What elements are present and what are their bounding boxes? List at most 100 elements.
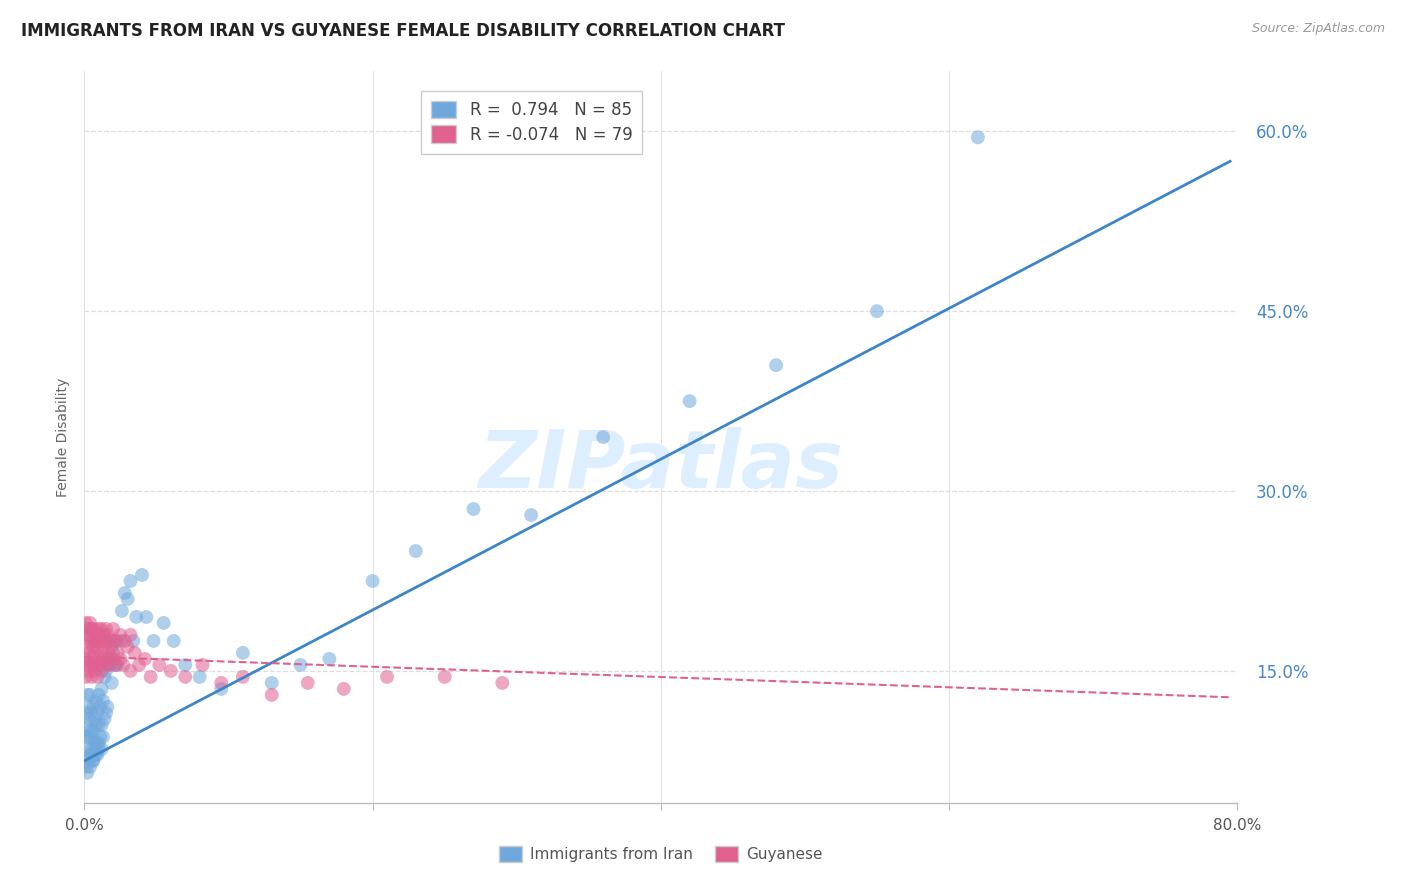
Point: [77, 699, 100, 714]
Point: [433, 670, 456, 684]
Point: [87, 688, 110, 702]
Point: [82, 657, 104, 672]
Point: [75, 760, 97, 774]
Point: [90, 681, 112, 696]
Point: [79, 634, 101, 648]
Point: [83, 664, 105, 678]
Point: [122, 634, 145, 648]
Point: [152, 615, 174, 630]
Point: [87, 718, 110, 732]
Point: [114, 586, 136, 600]
Point: [89, 634, 111, 648]
Point: [75, 670, 97, 684]
Text: Source: ZipAtlas.com: Source: ZipAtlas.com: [1251, 22, 1385, 36]
Legend: Immigrants from Iran, Guyanese: Immigrants from Iran, Guyanese: [494, 840, 828, 868]
Point: [765, 358, 787, 372]
Point: [111, 604, 134, 618]
Point: [290, 657, 312, 672]
Text: IMMIGRANTS FROM IRAN VS GUYANESE FEMALE DISABILITY CORRELATION CHART: IMMIGRANTS FROM IRAN VS GUYANESE FEMALE …: [21, 22, 785, 40]
Point: [86, 736, 108, 750]
Point: [134, 652, 156, 666]
Point: [160, 664, 183, 678]
Point: [75, 615, 97, 630]
Point: [97, 646, 120, 660]
Point: [96, 657, 118, 672]
Point: [83, 747, 105, 762]
Point: [104, 634, 127, 648]
Point: [89, 730, 111, 744]
Point: [142, 634, 165, 648]
Point: [110, 634, 132, 648]
Point: [98, 652, 121, 666]
Point: [76, 765, 98, 780]
Point: [679, 394, 702, 409]
Point: [96, 628, 118, 642]
Point: [375, 670, 398, 684]
Point: [491, 676, 513, 690]
Y-axis label: Female Disability: Female Disability: [56, 377, 70, 497]
Point: [87, 628, 110, 642]
Point: [100, 676, 122, 690]
Point: [120, 628, 142, 642]
Point: [100, 640, 122, 654]
Point: [232, 646, 254, 660]
Point: [191, 657, 214, 672]
Point: [82, 723, 104, 738]
Point: [82, 699, 104, 714]
Point: [174, 670, 197, 684]
Point: [87, 652, 110, 666]
Point: [90, 742, 112, 756]
Point: [90, 664, 112, 678]
Point: [98, 634, 121, 648]
Point: [209, 681, 232, 696]
Point: [91, 694, 114, 708]
Point: [114, 634, 136, 648]
Point: [84, 742, 107, 756]
Point: [79, 723, 101, 738]
Point: [96, 652, 118, 666]
Point: [90, 646, 112, 660]
Point: [94, 622, 117, 636]
Point: [82, 634, 104, 648]
Point: [94, 664, 117, 678]
Point: [104, 657, 127, 672]
Point: [75, 652, 97, 666]
Point: [83, 712, 105, 726]
Point: [125, 610, 148, 624]
Point: [86, 706, 108, 720]
Point: [96, 699, 118, 714]
Point: [110, 652, 132, 666]
Point: [260, 688, 283, 702]
Point: [97, 657, 120, 672]
Point: [105, 634, 128, 648]
Point: [86, 670, 108, 684]
Point: [260, 676, 283, 690]
Point: [77, 730, 100, 744]
Point: [76, 742, 98, 756]
Point: [77, 628, 100, 642]
Point: [463, 502, 485, 516]
Point: [77, 646, 100, 660]
Point: [76, 688, 98, 702]
Point: [297, 676, 319, 690]
Point: [91, 628, 114, 642]
Point: [79, 657, 101, 672]
Point: [112, 657, 135, 672]
Point: [79, 760, 101, 774]
Point: [163, 634, 186, 648]
Point: [105, 657, 128, 672]
Point: [82, 754, 104, 768]
Point: [90, 718, 112, 732]
Point: [80, 730, 103, 744]
Point: [520, 508, 543, 522]
Point: [76, 657, 98, 672]
Point: [103, 622, 124, 636]
Point: [174, 657, 197, 672]
Point: [94, 657, 117, 672]
Point: [94, 706, 117, 720]
Point: [75, 730, 97, 744]
Point: [79, 747, 101, 762]
Point: [120, 574, 142, 588]
Point: [90, 622, 112, 636]
Point: [135, 610, 157, 624]
